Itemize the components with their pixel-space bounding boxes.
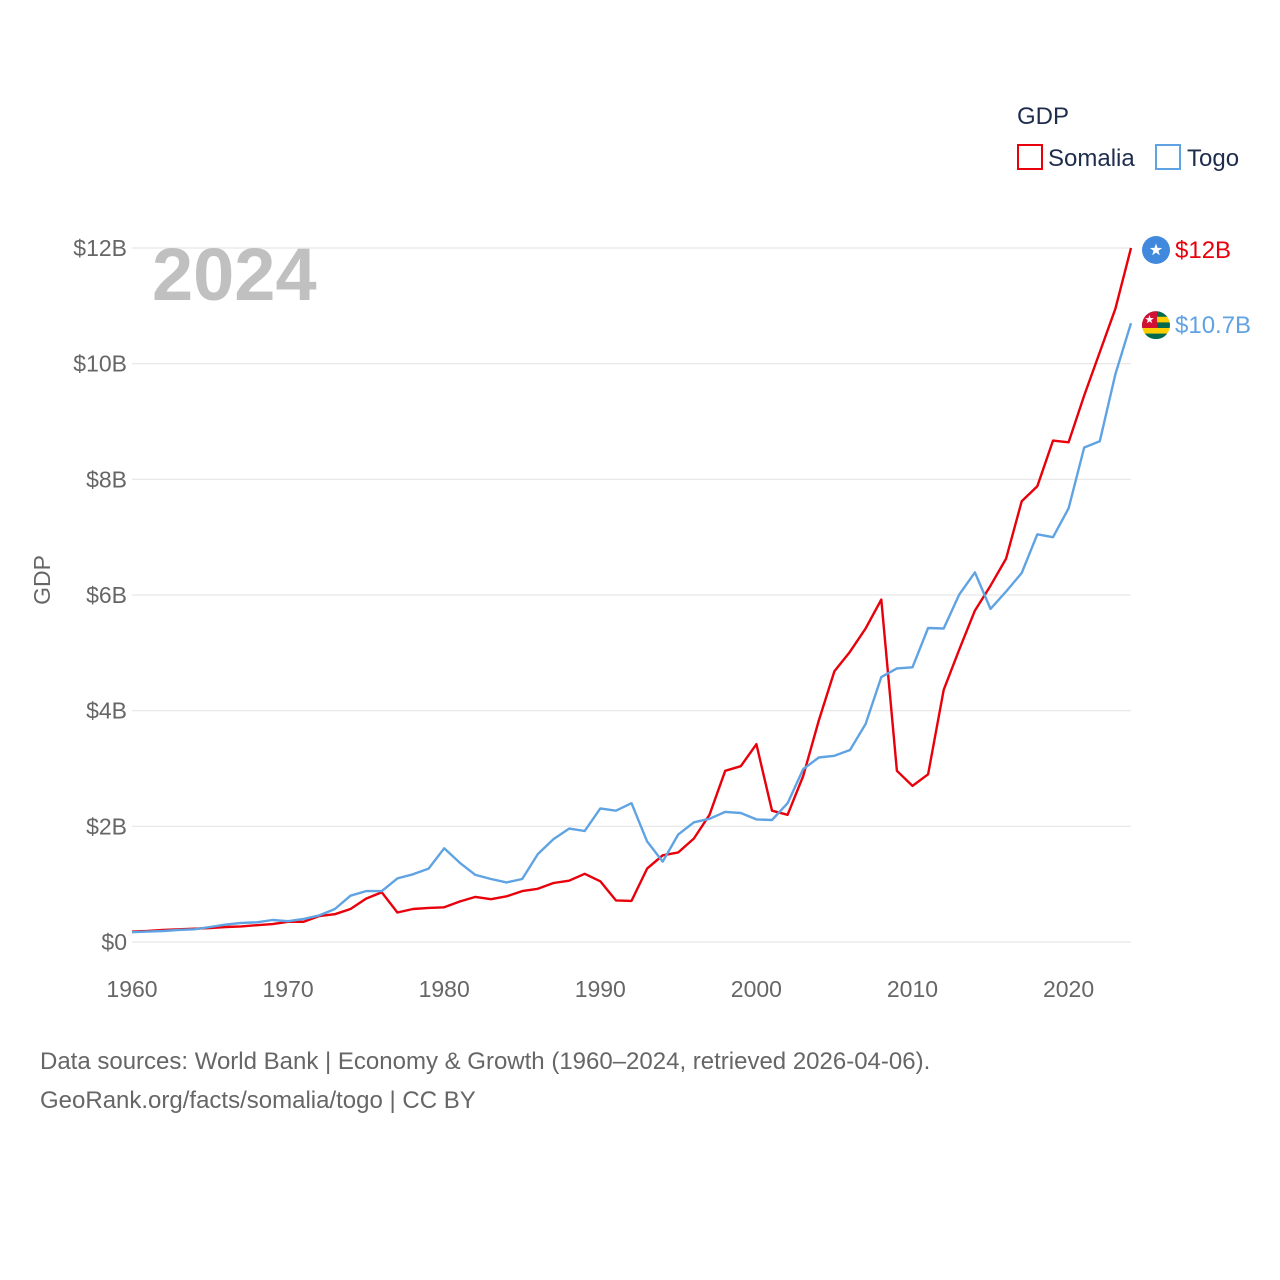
series-lines: [131, 247, 1133, 934]
series-line-togo[interactable]: [131, 322, 1133, 934]
y-axis-title: GDP: [29, 555, 55, 605]
x-tick-label: 2020: [1043, 976, 1094, 1002]
y-tick-label: $4B: [86, 698, 127, 724]
end-value-label-togo: $10.7B: [1175, 312, 1251, 339]
somalia-flag-star: [1149, 243, 1163, 256]
somalia-flag-icon: [1142, 236, 1170, 264]
togo-flag-star: [1145, 314, 1154, 324]
year-label: 2024: [152, 233, 317, 316]
legend-label-togo[interactable]: Togo: [1187, 145, 1239, 172]
togo-flag-icon: [1142, 311, 1170, 340]
y-tick-label: $6B: [86, 582, 127, 608]
x-tick-label: 1970: [263, 976, 314, 1002]
togo-flag-stripe: [1142, 327, 1170, 334]
legend-swatch-togo[interactable]: [1155, 144, 1181, 170]
x-tick-label: 2010: [887, 976, 938, 1002]
footer: Data sources: World Bank | Economy & Gro…: [40, 1042, 930, 1120]
y-tick-label: $2B: [86, 813, 127, 839]
y-tick-label: $12B: [73, 235, 127, 261]
legend: GDP Somalia Togo: [1017, 103, 1239, 172]
y-tick-label: $10B: [73, 351, 127, 377]
legend-label-somalia[interactable]: Somalia: [1048, 145, 1135, 172]
x-tick-label: 2000: [731, 976, 782, 1002]
y-tick-label: $8B: [86, 466, 127, 492]
x-tick-label: 1960: [106, 976, 157, 1002]
togo-flag-stripe: [1142, 333, 1170, 340]
legend-title: GDP: [1017, 103, 1069, 130]
gdp-line-chart: 2024 $0 $2B $4B $6B $8B $10B $12B 1960 1970 1980…: [29, 103, 1251, 1002]
x-tick-label: 1980: [419, 976, 470, 1002]
end-value-label-somalia: $12B: [1175, 237, 1231, 264]
series-line-somalia[interactable]: [131, 247, 1133, 933]
series-end-markers: $12B $10.7B: [1142, 236, 1251, 340]
x-tick-label: 1990: [575, 976, 626, 1002]
y-axis-ticks: $0 $2B $4B $6B $8B $10B $12B: [73, 235, 127, 955]
source-link-text[interactable]: GeoRank.org/facts/somalia/togo | CC BY: [40, 1087, 476, 1114]
y-tick-label: $0: [101, 929, 127, 955]
grid-lines: [132, 247, 1131, 943]
data-sources-text: Data sources: World Bank | Economy & Gro…: [40, 1048, 931, 1075]
legend-swatch-somalia[interactable]: [1017, 144, 1043, 170]
x-axis-ticks: 1960 1970 1980 1990 2000 2010 2020: [106, 976, 1094, 1002]
